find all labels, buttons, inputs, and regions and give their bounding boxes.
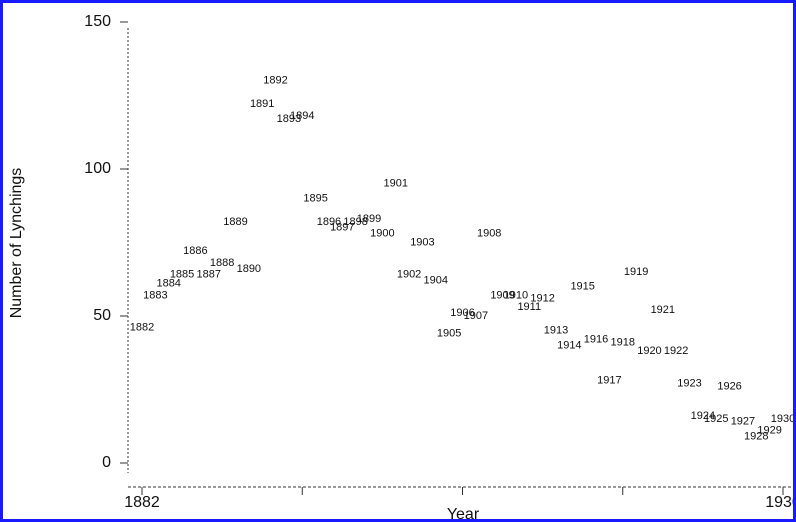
point-label: 1921 [651, 304, 675, 316]
point-label: 1929 [757, 425, 781, 437]
point-label: 1928 [744, 430, 768, 442]
point-label: 1883 [143, 289, 167, 301]
y-tick-label: 150 [84, 13, 111, 30]
point-label: 1887 [197, 269, 221, 281]
point-label: 1899 [357, 213, 381, 225]
point-label: 1917 [597, 375, 621, 387]
point-label: 1886 [183, 245, 207, 257]
point-label: 1919 [624, 266, 648, 278]
point-label: 1888 [210, 257, 234, 269]
point-label: 1913 [544, 325, 568, 337]
point-label: 1923 [677, 378, 701, 390]
point-label: 1922 [664, 345, 688, 357]
point-label: 1894 [290, 110, 314, 122]
point-label: 1884 [156, 278, 180, 290]
point-label: 1914 [557, 339, 581, 351]
point-label: 1920 [637, 345, 661, 357]
point-label: 1901 [383, 178, 407, 190]
point-label: 1915 [570, 281, 594, 293]
point-label: 1930 [771, 413, 793, 425]
point-label: 1900 [370, 228, 394, 240]
chart: Number of Lynchings Year 0 50 100 150 1882 19… [8, 13, 793, 519]
point-label: 1912 [530, 292, 554, 304]
point-label: 1893 [277, 113, 301, 125]
point-label: 1890 [237, 263, 261, 275]
point-label: 1897 [330, 222, 354, 234]
point-label: 1909 [490, 289, 514, 301]
point-label: 1889 [223, 216, 247, 228]
point-label: 1891 [250, 98, 274, 110]
point-label: 1898 [343, 216, 367, 228]
point-label: 1907 [464, 310, 488, 322]
y-tick-label: 50 [93, 307, 111, 324]
y-tick-label: 100 [84, 160, 111, 177]
point-label: 1904 [424, 275, 448, 287]
point-label: 1892 [263, 75, 287, 87]
point-label: 1896 [317, 216, 341, 228]
point-label: 1918 [611, 336, 635, 348]
point-label: 1885 [170, 269, 194, 281]
x-tick-label: 1882 [124, 494, 160, 511]
x-tick-label: 1930 [765, 494, 793, 511]
x-axis-title: Year [447, 506, 480, 519]
point-label: 1927 [731, 416, 755, 428]
point-label: 1905 [437, 328, 461, 340]
y-tick-label: 0 [102, 454, 111, 471]
point-label: 1925 [704, 413, 728, 425]
point-label: 1911 [517, 301, 541, 313]
point-label: 1902 [397, 269, 421, 281]
point-label: 1903 [410, 236, 434, 248]
point-label: 1895 [303, 192, 327, 204]
point-label: 1906 [450, 307, 474, 319]
point-label: 1910 [504, 289, 528, 301]
point-label: 1926 [717, 380, 741, 392]
point-label: 1882 [130, 322, 154, 334]
y-axis-title: Number of Lynchings [8, 168, 25, 319]
point-label: 1916 [584, 333, 608, 345]
point-label: 1908 [477, 228, 501, 240]
point-label: 1924 [691, 410, 715, 422]
